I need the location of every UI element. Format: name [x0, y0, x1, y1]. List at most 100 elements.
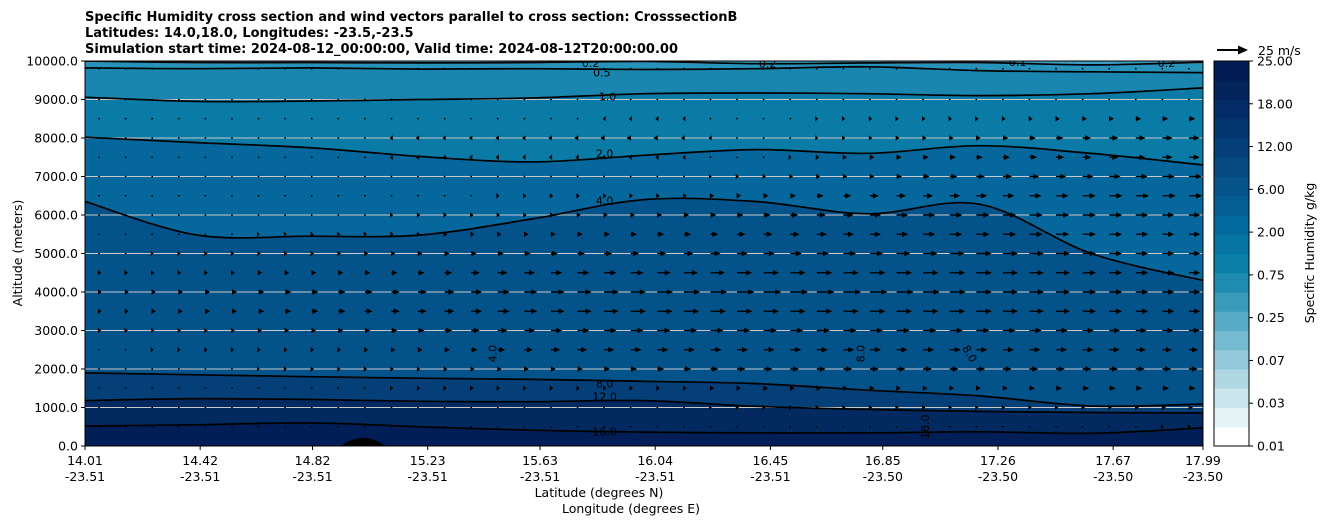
wind-vector-head	[709, 192, 714, 199]
wind-vector	[98, 175, 100, 178]
contour-label: 16.0	[592, 425, 617, 438]
wind-vector-head	[682, 115, 686, 122]
wind-vector	[682, 98, 685, 101]
wind-vector-head	[975, 404, 979, 411]
wind-vector	[177, 156, 180, 159]
contour-line-16.0	[85, 422, 1203, 435]
wind-vector	[151, 67, 154, 70]
wind-vector	[736, 98, 738, 101]
wind-vector	[231, 387, 233, 390]
wind-vector-head	[257, 346, 261, 353]
wind-vector-head	[629, 192, 633, 199]
wind-vector-head	[842, 404, 846, 411]
wind-vector	[257, 156, 260, 159]
colorbar-segment	[1214, 61, 1249, 81]
wind-vector-head	[471, 250, 477, 257]
wind-vector-head	[685, 366, 692, 372]
contour-label: 12.0	[592, 390, 617, 403]
wind-vector-head	[420, 289, 427, 295]
wind-vector	[310, 387, 313, 390]
colorbar-segment	[1214, 253, 1249, 274]
wind-vector	[1028, 425, 1031, 428]
wind-vector-head	[501, 269, 508, 276]
wind-vector-head	[1116, 289, 1123, 295]
wind-vector	[337, 214, 340, 216]
wind-vector-head	[685, 231, 692, 238]
wind-vector-head	[1089, 231, 1096, 238]
wind-vector-head	[390, 346, 396, 353]
wind-vector	[337, 194, 340, 197]
y-axis-label: Altitude (meters)	[10, 200, 25, 307]
wind-vector-head	[826, 269, 833, 276]
wind-vector	[151, 98, 154, 101]
wind-vector	[151, 368, 154, 370]
wind-vector-head	[124, 269, 128, 276]
wind-vector-head	[828, 289, 835, 295]
wind-vector-head	[1028, 404, 1032, 411]
wind-vector-head	[338, 327, 344, 334]
wind-vector-head	[1011, 289, 1018, 295]
wind-vector	[177, 387, 180, 390]
wind-vector	[1055, 98, 1057, 101]
wind-vector-head	[204, 327, 208, 334]
wind-vector	[310, 98, 313, 101]
wind-vector-head	[393, 289, 400, 295]
wind-vector-head	[815, 135, 818, 141]
wind-vector	[443, 67, 446, 70]
wind-vector	[124, 194, 127, 197]
wind-vector	[337, 67, 340, 70]
wind-vector-head	[443, 231, 448, 238]
y-tick-label: 8000.0	[34, 131, 78, 146]
wind-vector-head	[959, 269, 966, 276]
wind-vector-head	[1037, 289, 1044, 295]
wind-vector	[1028, 98, 1031, 101]
wind-vector-head	[310, 346, 314, 353]
wind-vector-head	[899, 366, 906, 372]
wind-vector	[284, 117, 287, 120]
wind-vector-head	[151, 308, 156, 315]
wind-vector	[736, 156, 738, 159]
wind-vector-head	[868, 135, 873, 141]
x-tick-longitude-label: -23.50	[863, 469, 903, 484]
wind-vector-head	[741, 250, 748, 257]
colorbar-tick-label: 0.01	[1257, 439, 1285, 454]
wind-vector-head	[124, 327, 128, 334]
wind-vector-head	[601, 154, 606, 161]
wind-vector-head	[583, 269, 590, 276]
wind-vector	[231, 137, 233, 139]
wind-vector-head	[737, 212, 744, 218]
wind-vector-head	[683, 192, 687, 199]
wind-vector	[922, 67, 925, 70]
wind-vector-head	[416, 231, 421, 238]
wind-vector	[417, 67, 419, 70]
wind-vector-head	[612, 308, 619, 315]
wind-vector	[496, 175, 499, 178]
wind-vector-head	[842, 173, 848, 180]
wind-vector-head	[872, 192, 879, 199]
wind-vector-head	[363, 366, 368, 372]
wind-vector-head	[1058, 154, 1065, 161]
wind-vector-head	[788, 154, 792, 161]
wind-vector-head	[1116, 269, 1123, 276]
wind-vector-head	[1116, 308, 1123, 315]
wind-vector-head	[1192, 346, 1199, 353]
wind-vector	[550, 425, 552, 428]
wind-vector-head	[658, 366, 665, 372]
wind-vector	[576, 67, 579, 70]
wind-vector-head	[877, 250, 884, 257]
wind-vector	[656, 67, 659, 70]
wind-vector	[576, 406, 579, 409]
wind-vector-head	[1140, 327, 1147, 334]
wind-vector	[337, 98, 340, 101]
wind-vector-head	[930, 327, 937, 334]
wind-vector-head	[496, 385, 500, 392]
wind-vector-head	[1142, 231, 1149, 238]
wind-vector	[948, 425, 951, 428]
wind-vector	[815, 67, 818, 70]
wind-vector	[895, 425, 898, 428]
wind-vector-head	[872, 366, 879, 372]
wind-vector-head	[691, 327, 698, 334]
wind-vector	[736, 137, 738, 139]
wind-vector-head	[718, 269, 725, 276]
wind-vector-head	[1037, 308, 1044, 315]
